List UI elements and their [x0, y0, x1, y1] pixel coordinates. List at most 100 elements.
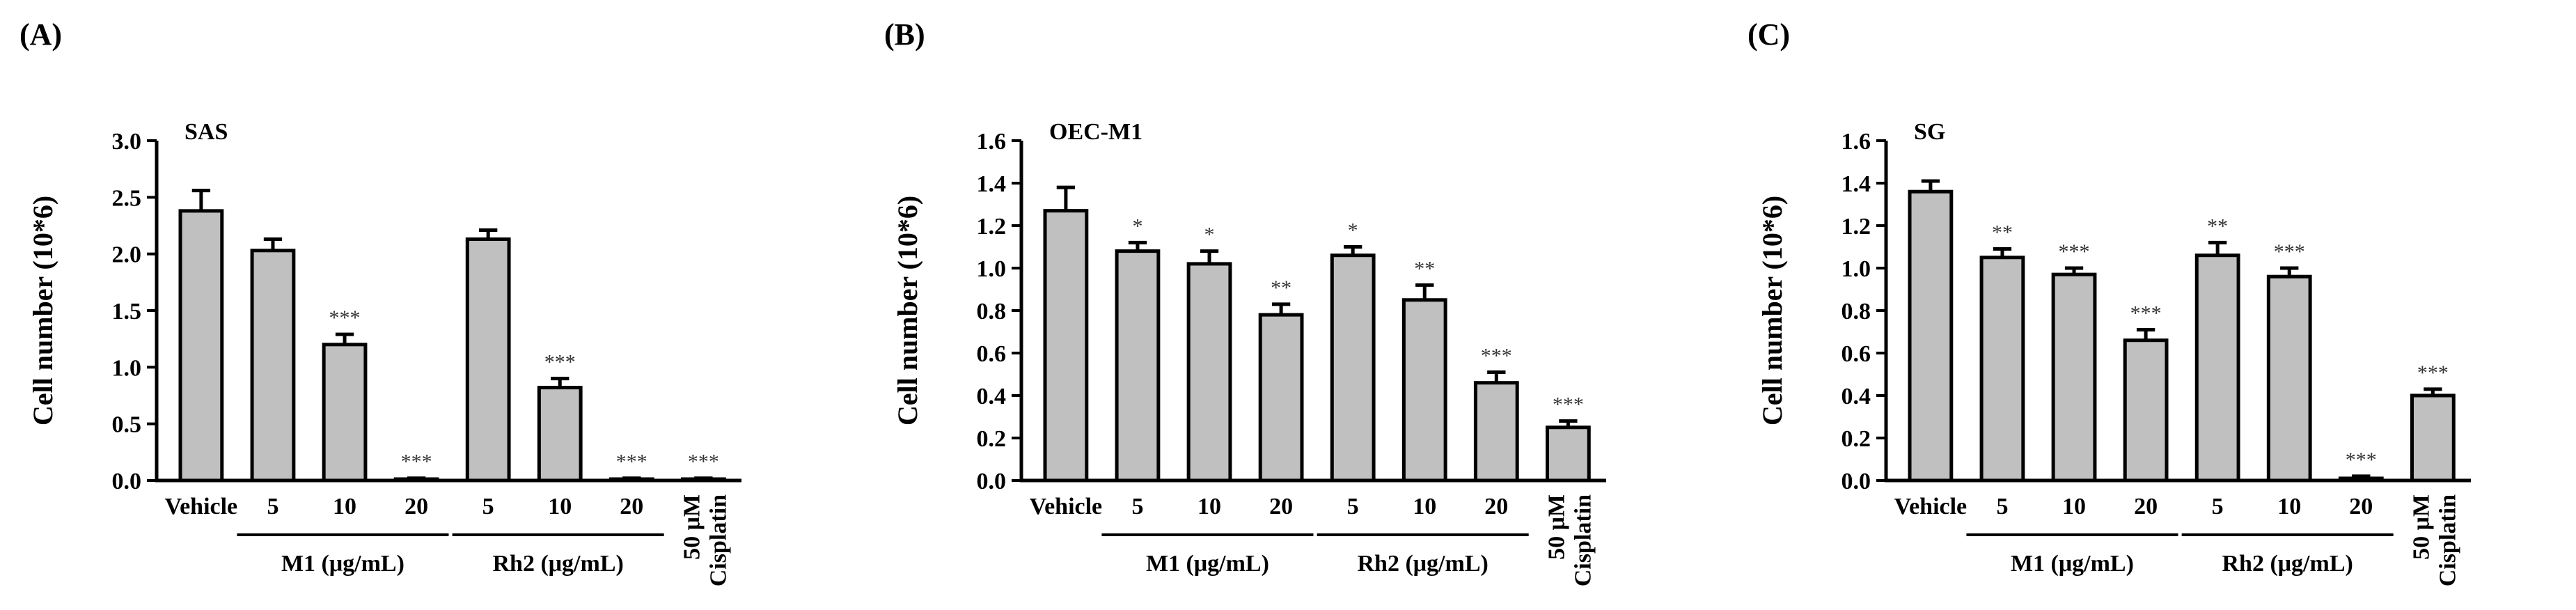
bar — [2051, 272, 2097, 483]
x-tick-label: 20 — [1484, 494, 1508, 519]
bar — [250, 249, 296, 483]
significance-label: *** — [688, 451, 719, 474]
chart-panel-3: (C) SG Cell number (10*6) 0.0 0.2 0.4 0.6 0.8 1.… — [1748, 17, 2471, 586]
x-tick-label: Vehicle — [1894, 494, 1968, 519]
x-tick-label: 20 — [1269, 494, 1293, 519]
significance-label: *** — [2417, 361, 2449, 384]
y-tick-label: 0.0 — [977, 469, 1007, 494]
y-axis-label: Cell number (10*6) — [1757, 196, 1788, 425]
x-tick-label: 10 — [1413, 494, 1436, 519]
y-tick-label: 0.8 — [1841, 299, 1871, 324]
cell-line-title: SG — [1914, 119, 1945, 145]
y-tick-label: 0.4 — [1841, 384, 1871, 409]
y-tick-label: 1.4 — [1841, 171, 1871, 197]
bar — [1043, 209, 1089, 483]
y-tick-label: 1.0 — [977, 256, 1007, 282]
group-label: M1 (μg/mL) — [281, 551, 405, 577]
panel-letter: (A) — [19, 17, 62, 52]
x-tick-label: 20 — [2349, 494, 2373, 519]
y-tick-label: 3.0 — [112, 129, 142, 155]
bar — [1258, 313, 1304, 483]
y-tick-label: 0.5 — [112, 412, 142, 438]
y-tick-label: 1.2 — [977, 214, 1007, 240]
significance-label: *** — [1481, 344, 1512, 367]
y-axis-label: Cell number (10*6) — [27, 196, 58, 425]
x-tick-label-group: 50 μM Cisplatin — [1544, 494, 1596, 586]
y-axis-label: Cell number (10*6) — [892, 196, 923, 425]
significance-label: * — [1132, 214, 1142, 237]
x-tick-label: 10 — [333, 494, 356, 519]
y-tick-label: 0.2 — [1841, 426, 1871, 452]
y-tick-label: 1.0 — [112, 355, 142, 381]
x-tick-label: 5 — [267, 494, 278, 519]
x-tick-label: Cisplatin — [2435, 494, 2460, 586]
x-tick-label-group: 50 μM Cisplatin — [2408, 494, 2460, 586]
x-tick-label: 50 μM — [2408, 494, 2434, 560]
x-tick-label: 5 — [1131, 494, 1143, 519]
bar — [1545, 425, 1591, 483]
panel-letter: (C) — [1748, 17, 1790, 52]
y-tick-label: 1.0 — [1841, 256, 1871, 282]
significance-label: *** — [2059, 240, 2090, 263]
bar — [537, 386, 583, 483]
group-label: Rh2 (μg/mL) — [492, 551, 623, 577]
x-tick-label: Vehicle — [165, 494, 238, 519]
group-label: Rh2 (μg/mL) — [2222, 551, 2353, 577]
y-tick-label: 0.0 — [112, 469, 142, 494]
significance-label: *** — [1553, 393, 1584, 416]
significance-label: *** — [2346, 448, 2377, 471]
x-tick-label: 5 — [2212, 494, 2224, 519]
x-tick-label: 50 μM — [1544, 494, 1569, 560]
x-tick-label: 20 — [2134, 494, 2158, 519]
x-tick-label: Vehicle — [1030, 494, 1103, 519]
x-tick-label: 5 — [1347, 494, 1359, 519]
y-tick-label: 1.5 — [112, 299, 142, 324]
significance-label: *** — [2274, 240, 2305, 263]
x-tick-label: 5 — [1996, 494, 2008, 519]
x-tick-label: 20 — [405, 494, 428, 519]
bar — [1330, 253, 1376, 483]
cell-line-title: SAS — [184, 119, 228, 145]
bar — [2123, 338, 2169, 483]
x-tick-label-group: 50 μM Cisplatin — [679, 494, 731, 586]
bar — [1186, 262, 1232, 483]
group-label: M1 (μg/mL) — [2011, 551, 2134, 577]
group-label: M1 (μg/mL) — [1146, 551, 1269, 577]
x-tick-label: Cisplatin — [1570, 494, 1596, 586]
y-tick-label: 0.6 — [1841, 341, 1871, 367]
significance-label: * — [1204, 224, 1215, 247]
significance-label: ** — [1992, 221, 2013, 244]
bar — [178, 209, 224, 483]
y-tick-label: 0.8 — [977, 299, 1007, 324]
significance-label: ** — [1414, 257, 1435, 280]
significance-label: ** — [1271, 276, 1291, 299]
bar — [1401, 298, 1447, 483]
bar — [2194, 253, 2240, 483]
x-tick-label: 5 — [482, 494, 494, 519]
bar — [1115, 249, 1161, 483]
x-tick-label: 10 — [1197, 494, 1221, 519]
y-tick-label: 2.5 — [112, 185, 142, 211]
y-tick-label: 2.0 — [112, 242, 142, 268]
significance-label: *** — [329, 306, 361, 329]
significance-label: *** — [616, 451, 647, 474]
x-tick-label: 10 — [2062, 494, 2086, 519]
significance-label: *** — [401, 451, 432, 474]
y-tick-label: 0.6 — [977, 341, 1007, 367]
bar — [1473, 381, 1519, 483]
significance-label: * — [1348, 219, 1358, 242]
y-tick-label: 1.4 — [977, 171, 1007, 197]
bar — [2410, 393, 2456, 483]
cell-line-title: OEC-M1 — [1049, 119, 1142, 145]
x-tick-label: 20 — [620, 494, 643, 519]
x-tick-label: 50 μM — [679, 494, 705, 560]
bar — [1908, 189, 1954, 483]
y-tick-label: 0.2 — [977, 426, 1007, 452]
panel-letter: (B) — [884, 17, 925, 52]
x-tick-label: 10 — [548, 494, 572, 519]
x-tick-label: 10 — [2277, 494, 2301, 519]
significance-label: *** — [2130, 302, 2162, 324]
bar — [465, 237, 511, 483]
y-tick-label: 1.2 — [1841, 214, 1871, 240]
